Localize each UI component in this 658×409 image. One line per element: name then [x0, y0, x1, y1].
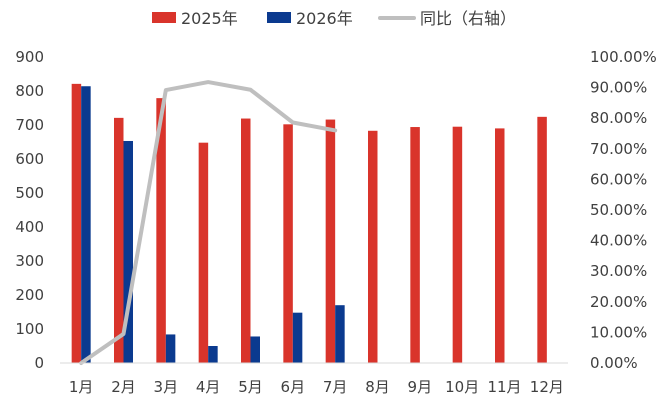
x-tick-label: 10月: [445, 378, 479, 396]
y-right-tick-label: 30.00%: [590, 262, 647, 280]
bar: [123, 140, 133, 363]
legend-label: 同比（右轴）: [420, 9, 516, 28]
y-right-tick-label: 60.00%: [590, 170, 647, 188]
legend-label: 2025年: [181, 9, 238, 28]
bar: [241, 118, 251, 363]
y-left-tick-label: 500: [15, 184, 44, 202]
bar: [283, 124, 293, 363]
y-right-tick-label: 90.00%: [590, 79, 647, 97]
y-left-tick-label: 800: [15, 82, 44, 100]
bar: [495, 128, 505, 363]
x-tick-label: 6月: [281, 378, 306, 396]
bar: [410, 127, 420, 363]
bar: [208, 346, 218, 363]
y-left-tick-label: 900: [15, 48, 44, 66]
bar: [292, 312, 303, 363]
bar: [335, 305, 345, 363]
y-right-tick-label: 10.00%: [590, 323, 647, 341]
legend-swatch: [152, 12, 176, 23]
x-tick-label: 11月: [487, 378, 521, 396]
bar: [368, 130, 378, 363]
bar: [325, 119, 336, 363]
bar: [198, 142, 209, 363]
x-tick-label: 2月: [111, 378, 136, 396]
y-left-tick-label: 600: [15, 150, 44, 168]
legend-swatch: [267, 12, 291, 23]
y-left-tick-label: 400: [15, 218, 44, 236]
y-axis-right: 0.00% 10.00% 20.00% 30.00% 40.00% 50.00% 60.00…: [590, 48, 657, 372]
bar: [537, 116, 547, 363]
x-tick-label: 7月: [323, 378, 348, 396]
x-tick-label: 4月: [196, 378, 221, 396]
y-left-tick-label: 200: [15, 286, 44, 304]
legend-label: 2026年: [296, 9, 353, 28]
bar: [156, 98, 166, 363]
y-right-tick-label: 20.00%: [590, 293, 647, 311]
bar: [71, 83, 82, 364]
bar: [165, 334, 176, 363]
x-tick-label: 12月: [530, 378, 564, 396]
y-axis-left: 0 100 200 300 400 500 600 700 800 900: [15, 48, 44, 372]
y-right-tick-label: 80.00%: [590, 109, 647, 127]
y-left-tick-label: 100: [15, 320, 44, 338]
y-left-tick-label: 0: [34, 354, 44, 372]
x-tick-label: 1月: [69, 378, 94, 396]
bars: [71, 83, 547, 364]
y-left-tick-label: 700: [15, 116, 44, 134]
y-right-tick-label: 50.00%: [590, 201, 647, 219]
x-tick-label: 5月: [238, 378, 263, 396]
bar: [452, 126, 463, 363]
bar: [250, 336, 260, 363]
bar: [114, 117, 124, 363]
x-tick-label: 8月: [365, 378, 390, 396]
y-right-tick-label: 70.00%: [590, 140, 647, 158]
yoy-line: [79, 80, 338, 365]
bar: [81, 86, 91, 364]
x-tick-label: 9月: [408, 378, 433, 396]
y-right-tick-label: 40.00%: [590, 232, 647, 250]
x-tick-label: 3月: [154, 378, 179, 396]
x-axis: 1月 2月 3月 4月 5月 6月 7月 8月 9月 10月 11月 12月: [60, 362, 568, 396]
legend: 2025年 2026年 同比（右轴）: [152, 9, 516, 28]
line-series: [79, 80, 338, 365]
y-right-tick-label: 0.00%: [590, 354, 638, 372]
y-left-tick-label: 300: [15, 252, 44, 270]
y-right-tick-label: 100.00%: [590, 48, 657, 66]
